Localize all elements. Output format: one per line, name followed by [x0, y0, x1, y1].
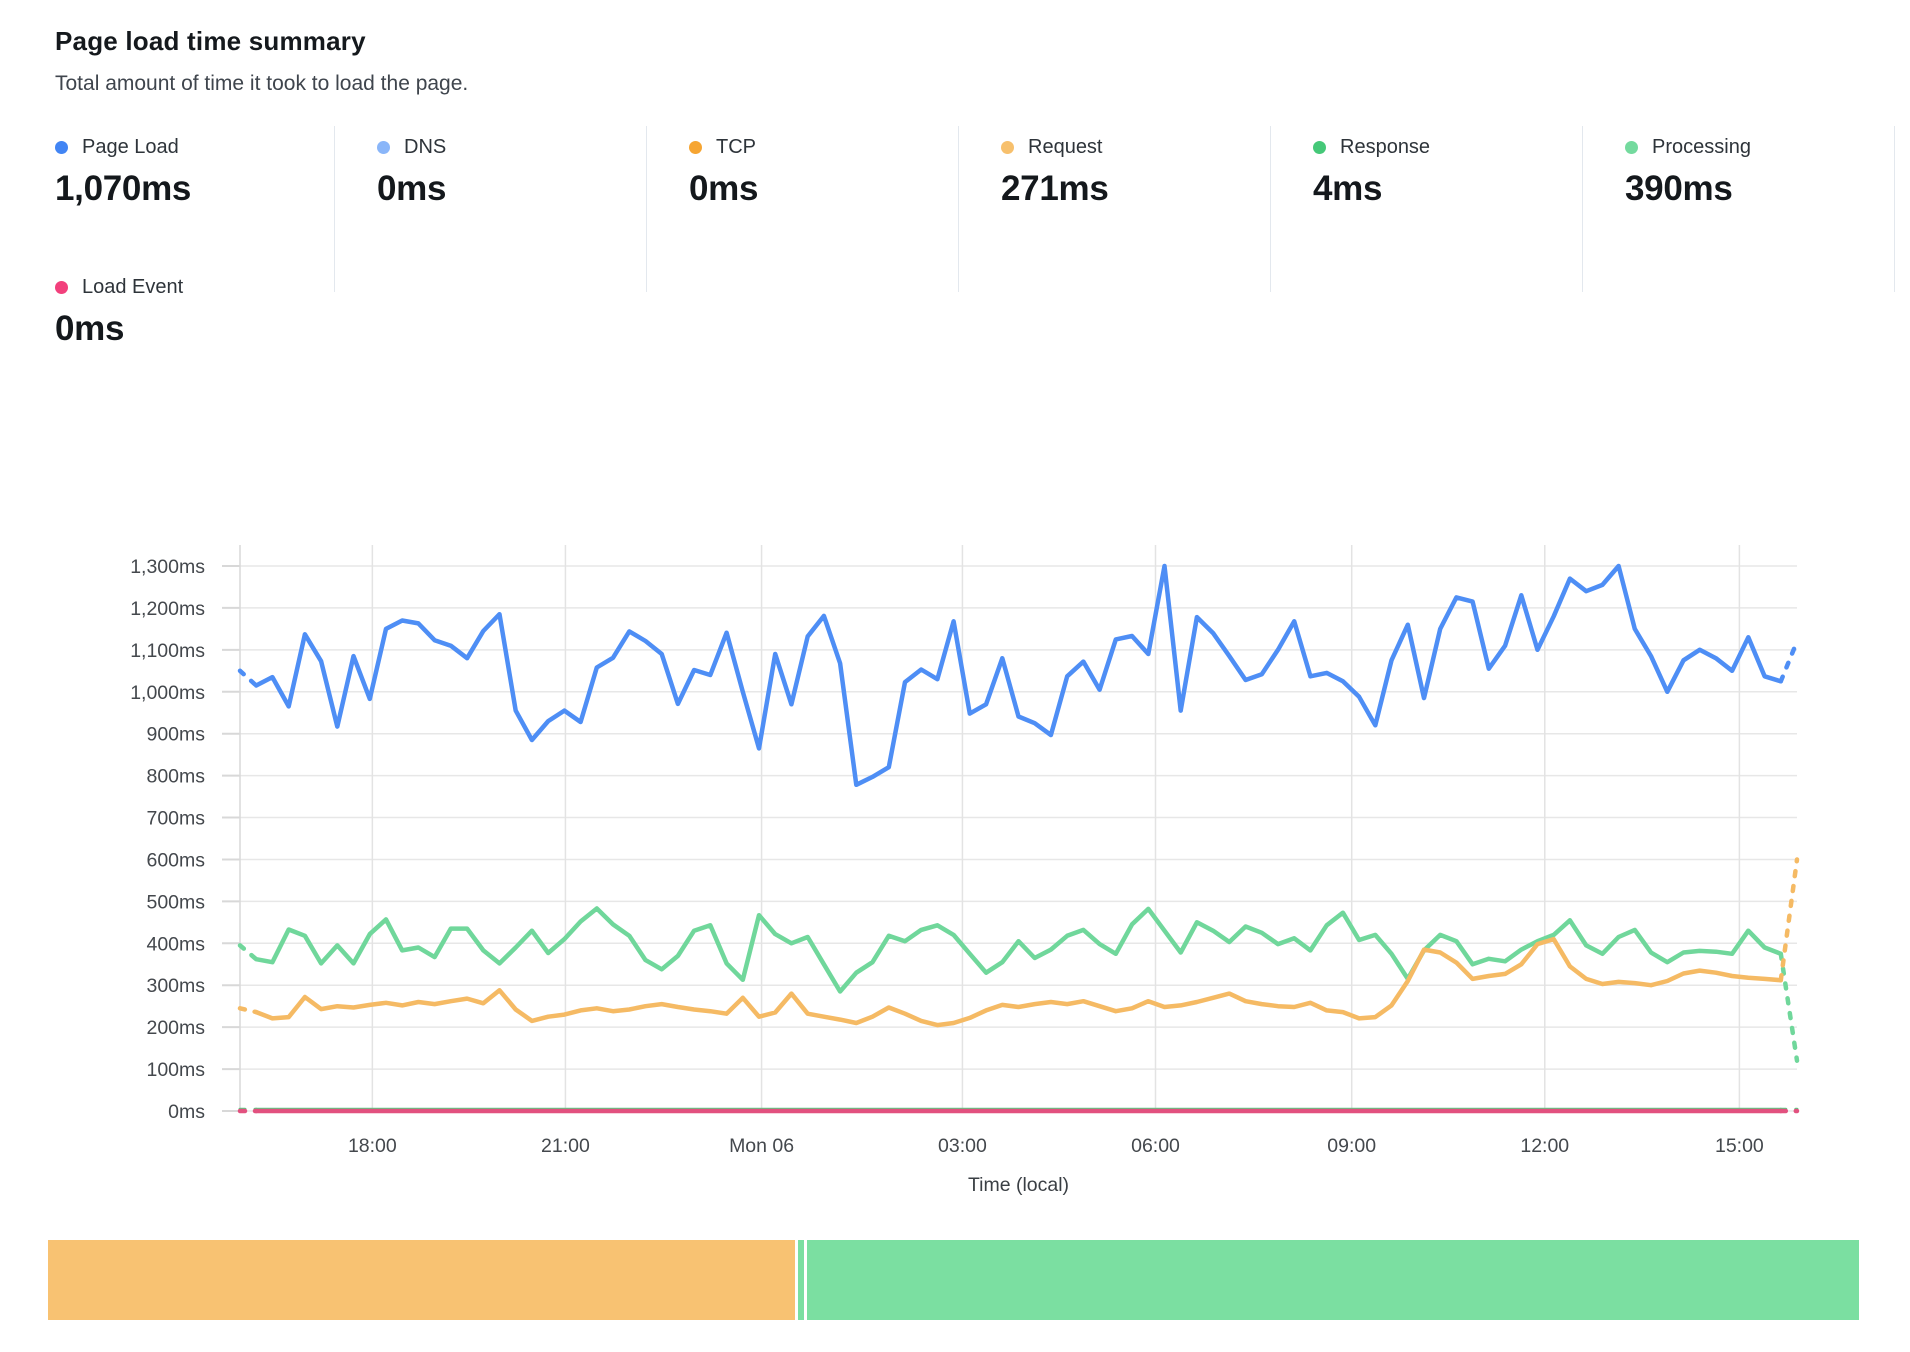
- series-processing-tail-dash: [1778, 951, 1800, 1063]
- legend-dot-icon: [689, 141, 702, 154]
- series-page-load-tail-dash: [1778, 639, 1800, 684]
- page-title: Page load time summary: [55, 26, 366, 56]
- x-axis-tick-label: Mon 06: [729, 1135, 794, 1157]
- y-axis-label: 100ms: [146, 1059, 205, 1081]
- legend-dot-icon: [55, 281, 68, 294]
- y-axis-label: 1,200ms: [130, 598, 205, 620]
- x-axis-title: Time (local): [968, 1174, 1069, 1196]
- x-axis-tick-label: 03:00: [938, 1135, 987, 1157]
- chart-plot-area[interactable]: [240, 545, 1797, 1111]
- x-axis-tick-label: 09:00: [1327, 1135, 1376, 1157]
- y-axis-label: 1,300ms: [130, 556, 205, 578]
- metric-legend-item-dns[interactable]: DNS 0ms: [335, 126, 647, 292]
- y-axis-label: 600ms: [146, 849, 205, 871]
- metric-value: 0ms: [55, 309, 125, 348]
- metric-label: Page Load: [82, 136, 179, 158]
- metric-label: Processing: [1652, 136, 1751, 158]
- series-page-load-line: [253, 563, 1784, 788]
- y-axis-label: 300ms: [146, 975, 205, 997]
- x-axis-tick-label: 21:00: [541, 1135, 590, 1157]
- legend-dot-icon: [377, 141, 390, 154]
- metric-legend-item-page-load[interactable]: Page Load 1,070ms: [55, 126, 335, 292]
- y-axis-label: 900ms: [146, 724, 205, 746]
- x-axis-tick-label: 15:00: [1715, 1135, 1764, 1157]
- metrics-legend-row: Page Load 1,070ms DNS 0ms TCP 0ms Reques…: [55, 126, 1895, 292]
- metric-value: 1,070ms: [55, 169, 192, 208]
- timeline-segment-processing-phase: [806, 1240, 1859, 1320]
- y-axis-label: 1,100ms: [130, 640, 205, 662]
- metric-value: 390ms: [1625, 169, 1733, 208]
- metric-label: DNS: [404, 136, 447, 158]
- metric-legend-item-load-event[interactable]: Load Event 0ms: [55, 266, 183, 349]
- legend-dot-icon: [1001, 141, 1014, 154]
- metric-legend-item-tcp[interactable]: TCP 0ms: [647, 126, 959, 292]
- metric-label: Response: [1340, 136, 1431, 158]
- legend-dot-icon: [1313, 141, 1326, 154]
- series-request-lead-dash: [237, 1006, 259, 1015]
- timeline-segment-processing-sliver: [798, 1240, 804, 1320]
- metrics-legend-row-2: Load Event 0ms: [55, 266, 183, 349]
- x-axis-tick-label: 18:00: [348, 1135, 397, 1157]
- page-load-time-chart: 0ms 100ms 200ms 300ms 400ms 500ms 600ms 700ms 80…: [130, 545, 1800, 1196]
- metric-label: Load Event: [82, 276, 184, 298]
- metric-label: Request: [1028, 136, 1103, 158]
- y-axis-label: 1,000ms: [130, 682, 205, 704]
- metric-value: 271ms: [1001, 169, 1109, 208]
- metric-legend-item-response[interactable]: Response 4ms: [1271, 126, 1583, 292]
- legend-dot-icon: [55, 141, 68, 154]
- page-subtitle: Total amount of time it took to load the…: [55, 72, 469, 95]
- series-request-tail-dash: [1778, 857, 1800, 983]
- series-processing-line: [253, 906, 1784, 994]
- metric-legend-item-processing[interactable]: Processing 390ms: [1583, 126, 1895, 292]
- metric-label: TCP: [716, 136, 756, 158]
- legend-dot-icon: [1625, 141, 1638, 154]
- y-axis-label: 500ms: [146, 891, 205, 913]
- x-axis-tick-label: 12:00: [1520, 1135, 1569, 1157]
- metric-value: 4ms: [1313, 169, 1383, 208]
- series-processing-lead-dash: [237, 943, 259, 962]
- metric-value: 0ms: [377, 169, 447, 208]
- series-request-line: [253, 936, 1784, 1028]
- metric-legend-item-request[interactable]: Request 271ms: [959, 126, 1271, 292]
- y-axis-label: 200ms: [146, 1017, 205, 1039]
- y-axis-label: 700ms: [146, 808, 205, 830]
- series-page-load-lead-dash: [237, 668, 259, 688]
- x-axis-tick-label: 06:00: [1131, 1135, 1180, 1157]
- y-axis-label: 800ms: [146, 766, 205, 788]
- phase-timeline-bar: [48, 1240, 1862, 1320]
- timeline-segment-request-phase: [48, 1240, 796, 1320]
- y-axis-label: 400ms: [146, 933, 205, 955]
- y-axis-label: 0ms: [168, 1101, 205, 1123]
- metric-value: 0ms: [689, 169, 759, 208]
